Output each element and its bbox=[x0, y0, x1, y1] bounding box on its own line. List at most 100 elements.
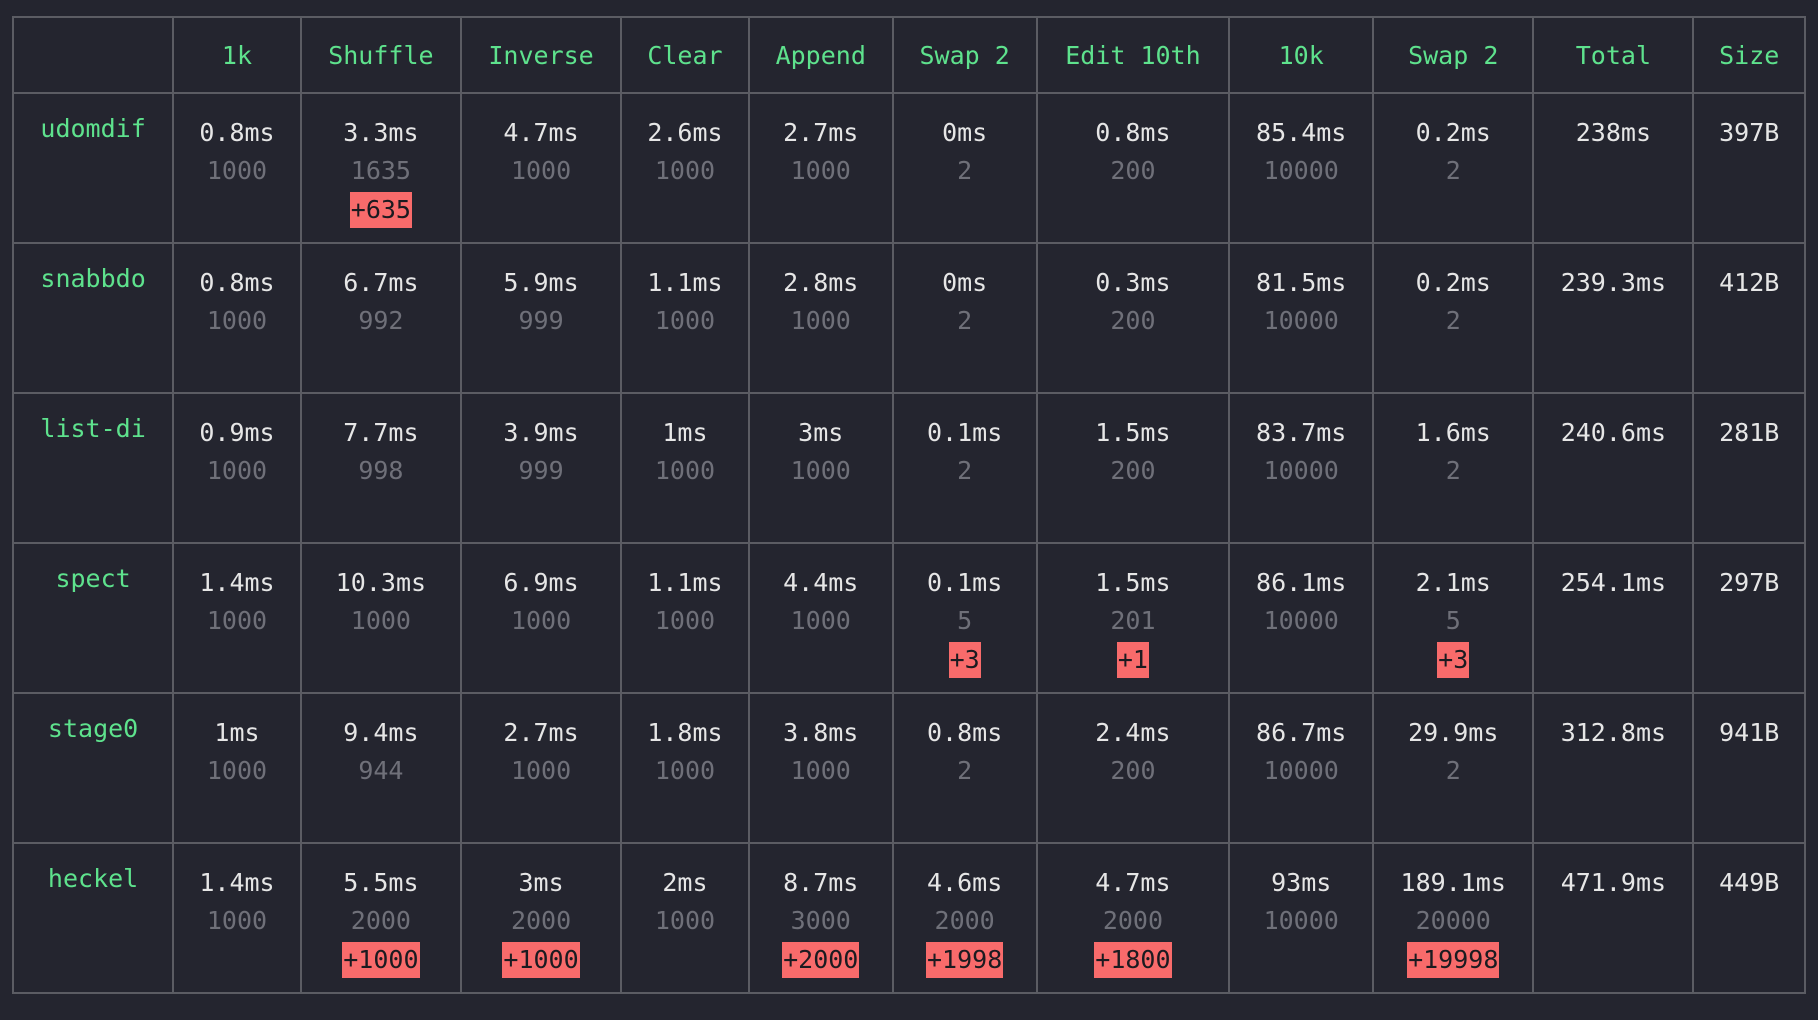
op-count: 1000 bbox=[654, 906, 716, 935]
column-header-shuffle: Shuffle bbox=[299, 16, 462, 94]
table-cell: 4.7ms 2000 +1800 bbox=[1035, 842, 1231, 994]
time-value: 3.8ms bbox=[783, 718, 859, 747]
total-value: 254.1ms bbox=[1560, 568, 1667, 597]
table-cell: 3.9ms 999 bbox=[459, 392, 623, 544]
op-count: 1000 bbox=[654, 756, 716, 785]
time-value: 3ms bbox=[798, 418, 844, 447]
table-cell: 0ms 2 bbox=[891, 242, 1038, 394]
table-cell: 0.3ms 200 bbox=[1035, 242, 1231, 394]
table-cell: 0.9ms 1000 bbox=[172, 392, 302, 544]
table-cell: 4.7ms 1000 bbox=[459, 92, 623, 244]
op-count: 10000 bbox=[1263, 756, 1339, 785]
row-label: heckel bbox=[11, 842, 175, 994]
header-row: 1k Shuffle Inverse Clear Append Swap 2 E… bbox=[11, 16, 1806, 94]
time-value: 1.8ms bbox=[647, 718, 723, 747]
time-value: 0.8ms bbox=[1095, 118, 1171, 147]
time-value: 0.8ms bbox=[199, 268, 275, 297]
time-value: 2.7ms bbox=[783, 118, 859, 147]
time-value: 93ms bbox=[1271, 868, 1332, 897]
column-header-append: Append bbox=[747, 16, 894, 94]
time-value: 1.5ms bbox=[1095, 418, 1171, 447]
total-cell: 240.6ms bbox=[1532, 392, 1695, 544]
total-cell: 239.3ms bbox=[1532, 242, 1695, 394]
time-value: 0.1ms bbox=[927, 568, 1003, 597]
row-label: list-di bbox=[11, 392, 175, 544]
op-count: 1000 bbox=[790, 156, 851, 185]
time-value: 4.6ms bbox=[927, 868, 1003, 897]
table-cell: 86.7ms 10000 bbox=[1228, 692, 1375, 844]
op-count: 2 bbox=[1445, 306, 1461, 335]
table-cell: 29.9ms 2 bbox=[1372, 692, 1535, 844]
time-value: 0.8ms bbox=[927, 718, 1003, 747]
time-value: 1.5ms bbox=[1095, 568, 1171, 597]
table-cell: 6.9ms 1000 bbox=[459, 542, 623, 694]
op-count: 1000 bbox=[206, 456, 268, 485]
time-value: 3.3ms bbox=[343, 118, 419, 147]
time-value: 0ms bbox=[942, 268, 988, 297]
time-value: 0.2ms bbox=[1415, 118, 1491, 147]
row-label: stage0 bbox=[11, 692, 175, 844]
total-cell: 254.1ms bbox=[1532, 542, 1695, 694]
op-count: 5 bbox=[1445, 606, 1461, 635]
time-value: 3.9ms bbox=[503, 418, 579, 447]
time-value: 83.7ms bbox=[1256, 418, 1347, 447]
time-value: 7.7ms bbox=[343, 418, 419, 447]
table-cell: 83.7ms 10000 bbox=[1228, 392, 1375, 544]
time-value: 5.9ms bbox=[503, 268, 579, 297]
time-value: 0.3ms bbox=[1095, 268, 1171, 297]
table-cell: 2.4ms 200 bbox=[1035, 692, 1231, 844]
size-cell: 449B bbox=[1692, 842, 1806, 994]
table-cell: 7.7ms 998 bbox=[299, 392, 462, 544]
op-count: 1000 bbox=[654, 306, 716, 335]
op-count: 999 bbox=[518, 456, 564, 485]
table-cell: 189.1ms 20000 +19998 bbox=[1372, 842, 1535, 994]
table-cell: 4.4ms 1000 bbox=[747, 542, 894, 694]
table-cell: 1.6ms 2 bbox=[1372, 392, 1535, 544]
op-count: 1000 bbox=[206, 756, 268, 785]
time-value: 189.1ms bbox=[1400, 868, 1506, 897]
op-count: 200 bbox=[1110, 306, 1156, 335]
column-header-swap-2-second: Swap 2 bbox=[1372, 16, 1535, 94]
time-value: 2.7ms bbox=[503, 718, 579, 747]
total-cell: 238ms bbox=[1532, 92, 1695, 244]
total-cell: 312.8ms bbox=[1532, 692, 1695, 844]
op-count: 1000 bbox=[206, 606, 268, 635]
table-cell: 2ms 1000 bbox=[620, 842, 750, 994]
table-cell: 0.2ms 2 bbox=[1372, 92, 1535, 244]
op-count: 1000 bbox=[654, 156, 716, 185]
table-body: udomdif 0.8ms 1000 3.3ms 1635 +635 4.7ms 1000 2.… bbox=[11, 92, 1806, 994]
table-cell: 2.1ms 5 +3 bbox=[1372, 542, 1535, 694]
time-value: 2ms bbox=[662, 868, 708, 897]
table-cell: 0.1ms 2 bbox=[891, 392, 1038, 544]
op-count: 944 bbox=[358, 756, 404, 785]
table-cell: 5.9ms 999 bbox=[459, 242, 623, 394]
time-value: 4.7ms bbox=[503, 118, 579, 147]
op-count: 200 bbox=[1110, 756, 1156, 785]
op-count: 10000 bbox=[1263, 906, 1339, 935]
table-cell: 81.5ms 10000 bbox=[1228, 242, 1375, 394]
table-cell: 0ms 2 bbox=[891, 92, 1038, 244]
op-count: 1000 bbox=[654, 606, 716, 635]
table-cell: 1.5ms 200 bbox=[1035, 392, 1231, 544]
row-label: snabbdo bbox=[11, 242, 175, 394]
time-value: 1.1ms bbox=[647, 568, 723, 597]
column-header-size: Size bbox=[1692, 16, 1806, 94]
op-count: 2 bbox=[1445, 456, 1461, 485]
size-cell: 297B bbox=[1692, 542, 1806, 694]
table-cell: 1.8ms 1000 bbox=[620, 692, 750, 844]
table-cell: 0.1ms 5 +3 bbox=[891, 542, 1038, 694]
time-value: 86.1ms bbox=[1256, 568, 1347, 597]
total-value: 238ms bbox=[1575, 118, 1652, 147]
time-value: 0.9ms bbox=[199, 418, 275, 447]
table-row: snabbdo 0.8ms 1000 6.7ms 992 5.9ms 999 1.1ms 100… bbox=[11, 242, 1806, 394]
time-value: 2.4ms bbox=[1095, 718, 1171, 747]
time-value: 0.2ms bbox=[1415, 268, 1491, 297]
row-label: spect bbox=[11, 542, 175, 694]
size-value: 941B bbox=[1719, 718, 1780, 747]
time-value: 0ms bbox=[942, 118, 988, 147]
table-cell: 8.7ms 3000 +2000 bbox=[747, 842, 894, 994]
op-count: 2000 bbox=[934, 906, 995, 935]
op-count: 1000 bbox=[790, 456, 851, 485]
table-cell: 0.8ms 200 bbox=[1035, 92, 1231, 244]
time-value: 4.7ms bbox=[1095, 868, 1171, 897]
